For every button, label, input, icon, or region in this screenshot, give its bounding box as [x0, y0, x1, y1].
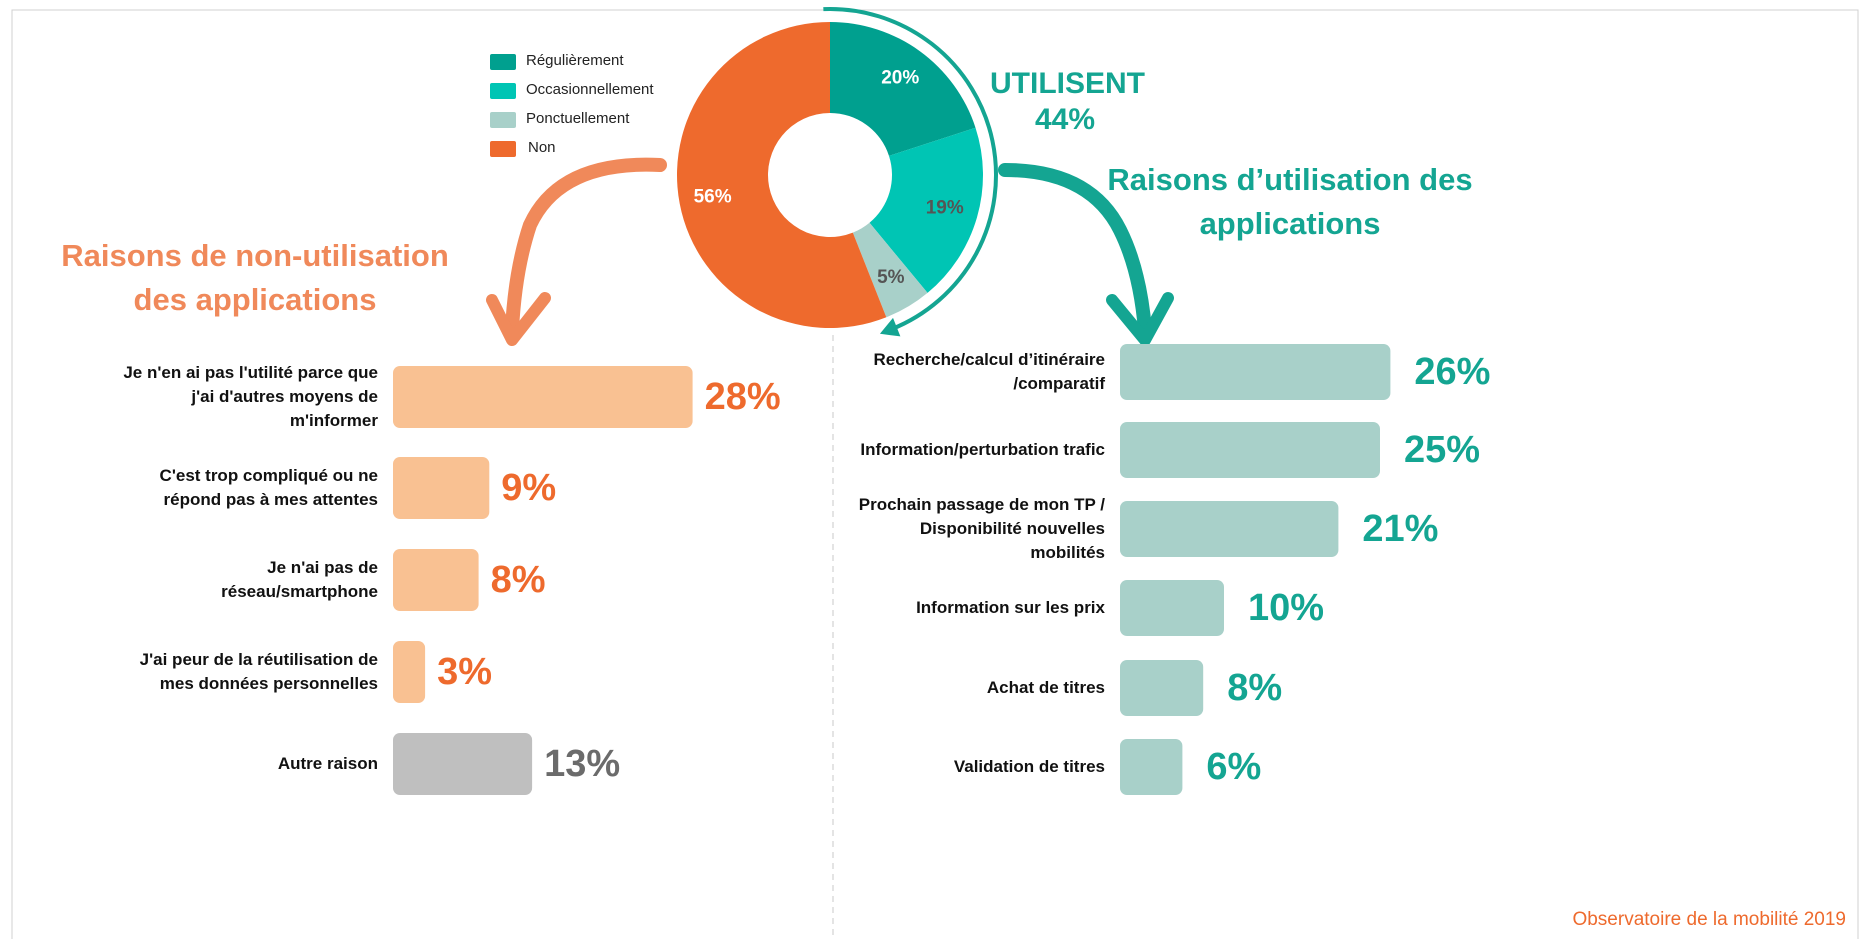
value-label: 9% — [501, 467, 557, 509]
section-title: Raisons d’utilisation des applications — [1107, 162, 1473, 241]
bar — [1120, 344, 1391, 400]
bar — [393, 733, 533, 795]
legend-label: Régulièrement — [526, 52, 624, 69]
bar-label: Validation de titres — [953, 757, 1105, 776]
bar — [1120, 580, 1224, 636]
bar-label: Achat de titres — [986, 678, 1105, 697]
used-share: 44% — [1034, 103, 1096, 136]
legend-swatch — [490, 54, 516, 70]
donut-slice — [677, 22, 887, 328]
value-label: 10% — [1248, 587, 1325, 629]
bar-label: Je n'ai pas de réseau/smartphone — [221, 558, 378, 601]
bar — [1120, 660, 1204, 716]
left-arrow — [505, 157, 667, 337]
legend-swatch — [490, 83, 516, 99]
right-arrow-head — [1106, 292, 1174, 346]
donut-slice — [852, 222, 928, 318]
bar-label: J'ai peur de la réutilisation de mes don… — [139, 650, 378, 693]
used-arc — [823, 7, 998, 332]
value-label: 8% — [490, 559, 546, 601]
slice-label: 19% — [926, 197, 964, 218]
legend-label: Non — [528, 139, 556, 156]
legend-label: Ponctuellement — [526, 110, 630, 127]
slice-label: 56% — [694, 186, 732, 207]
source: Observatoire de la mobilité 2019 — [1572, 909, 1846, 930]
right-arrow — [998, 163, 1152, 337]
bar-label: Recherche/calcul d’itinéraire /comparati… — [873, 350, 1106, 393]
bar — [1120, 422, 1380, 478]
legend-swatch — [490, 141, 516, 157]
bar-label: C'est trop compliqué ou ne répond pas à … — [159, 466, 378, 509]
slice-label: 20% — [881, 67, 919, 88]
bar — [393, 549, 479, 611]
bar-label: Information/perturbation trafic — [860, 440, 1105, 459]
frame — [11, 9, 1859, 939]
legend-swatch — [490, 112, 516, 128]
bar-label: Je n'en ai pas l'utilité parce que j'ai … — [123, 363, 378, 430]
used-label: UTILISENT — [990, 67, 1145, 100]
donut-slice — [869, 127, 984, 293]
value-label: 26% — [1414, 351, 1491, 393]
bar — [393, 641, 426, 703]
value-label: 21% — [1362, 508, 1439, 550]
donut-slice — [830, 22, 976, 156]
value-label: 6% — [1206, 746, 1262, 788]
bar-label: Information sur les prix — [916, 598, 1105, 617]
legend-label: Occasionnellement — [526, 81, 654, 98]
value-label: 13% — [544, 743, 621, 785]
value-label: 8% — [1227, 667, 1283, 709]
bar-label: Autre raison — [277, 754, 378, 773]
bar — [1120, 739, 1183, 795]
bar-label: Prochain passage de mon TP / Disponibili… — [858, 495, 1105, 562]
bar — [393, 457, 490, 519]
used-arrow-head — [879, 317, 901, 337]
section-title: Raisons de non-utilisation des applicati… — [61, 238, 449, 317]
value-label: 3% — [437, 651, 493, 693]
bar — [393, 366, 693, 428]
bar — [1120, 501, 1339, 557]
slice-label: 5% — [877, 267, 905, 288]
left-arrow-head — [486, 292, 551, 346]
value-label: 28% — [704, 376, 781, 418]
value-label: 25% — [1404, 429, 1481, 471]
